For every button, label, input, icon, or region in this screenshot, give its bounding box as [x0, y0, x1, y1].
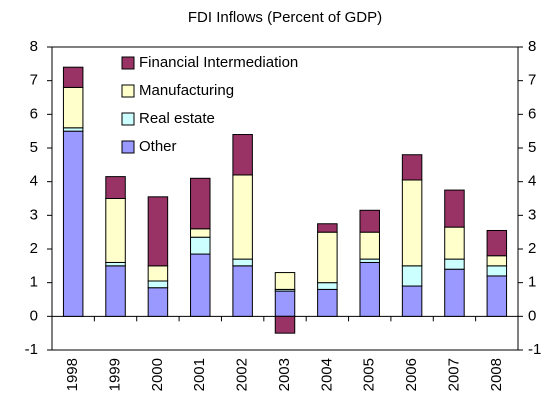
y-tick-label: -1	[25, 341, 38, 358]
bar-segment	[190, 228, 211, 238]
bar-segment	[62, 66, 84, 88]
bar-segment	[444, 226, 465, 260]
legend-swatch	[121, 140, 135, 154]
y-tick-label: 4	[30, 173, 38, 190]
x-tick-label: 2003	[276, 358, 293, 391]
x-tick-label: 2005	[361, 358, 378, 391]
legend-swatch	[121, 84, 135, 98]
y2-tick-label: 2	[528, 240, 536, 257]
plot-frame	[51, 46, 519, 351]
x-tick-label: 1999	[107, 358, 124, 391]
x-tick-label: 1998	[64, 358, 81, 391]
legend-label: Other	[139, 138, 177, 155]
y2-tick-label: 3	[528, 206, 536, 223]
bar-segment	[401, 285, 423, 317]
y2-tick-label: 1	[528, 274, 536, 291]
y-tick-label: 3	[30, 206, 38, 223]
bar-segment	[105, 198, 126, 263]
y-tick-label: 0	[30, 307, 38, 324]
legend-label: Manufacturing	[139, 82, 234, 99]
x-tick-label: 2002	[234, 358, 251, 391]
bar-segment	[190, 253, 211, 317]
bar-segment	[62, 127, 84, 132]
bar-segment	[401, 265, 423, 287]
x-tick-label: 2007	[445, 358, 462, 391]
bar-segment	[317, 223, 338, 233]
y2-tick-label: 0	[528, 307, 536, 324]
x-tick-label: 2001	[191, 358, 208, 391]
y2-tick-label: 6	[528, 105, 536, 122]
x-tick-label: 2004	[318, 358, 335, 391]
bar-segment	[147, 265, 169, 282]
y-tick-label: 5	[30, 139, 38, 156]
y2-tick-label: 4	[528, 173, 536, 190]
bar-segment	[359, 231, 380, 260]
y2-tick-label: 5	[528, 139, 536, 156]
bar-segment	[486, 265, 508, 277]
bar-segment	[274, 315, 296, 334]
legend-label: Real estate	[139, 110, 215, 127]
bar-segment	[359, 258, 380, 263]
y2-tick-label: 8	[528, 38, 536, 55]
bar-segment	[190, 177, 211, 230]
bar-segment	[62, 86, 84, 129]
bar-segment	[444, 189, 465, 228]
bar-segment	[105, 265, 126, 317]
y-tick-label: 2	[30, 240, 38, 257]
x-tick-label: 2008	[488, 358, 505, 391]
bar-segment	[317, 282, 338, 290]
bar-segment	[401, 154, 423, 181]
bar-segment	[317, 231, 338, 284]
bar-segment	[444, 268, 465, 317]
legend-swatch	[121, 56, 135, 70]
bar-segment	[444, 258, 465, 270]
x-tick-label: 2000	[149, 358, 166, 391]
bar-segment	[105, 176, 126, 200]
bar-segment	[359, 209, 380, 233]
bar-segment	[274, 290, 296, 317]
chart-title: FDI Inflows (Percent of GDP)	[188, 9, 382, 26]
bar-segment	[147, 280, 169, 289]
bar-segment	[232, 134, 253, 176]
x-tick-label: 2006	[403, 358, 420, 391]
bar-segment	[274, 272, 296, 290]
bar-segment	[317, 288, 338, 317]
bar-segment	[486, 275, 508, 317]
bar-segment	[232, 258, 253, 267]
y-tick-label: 7	[30, 72, 38, 89]
bar-segment	[147, 196, 169, 267]
y-tick-label: 8	[30, 38, 38, 55]
bar-segment	[147, 287, 169, 317]
bar-segment	[190, 236, 211, 255]
bar-segment	[486, 229, 508, 257]
legend-label: Financial Intermediation	[139, 54, 298, 71]
y2-tick-label: -1	[528, 341, 541, 358]
bar-segment	[232, 265, 253, 317]
y-tick-label: 1	[30, 274, 38, 291]
bar-segment	[401, 179, 423, 267]
bar-segment	[232, 174, 253, 260]
bar-segment	[359, 261, 380, 317]
y-tick-label: 6	[30, 105, 38, 122]
legend-swatch	[121, 112, 135, 126]
y2-tick-label: 7	[528, 72, 536, 89]
bar-segment	[105, 261, 126, 267]
bar-segment	[62, 130, 84, 317]
bar-segment	[486, 255, 508, 267]
